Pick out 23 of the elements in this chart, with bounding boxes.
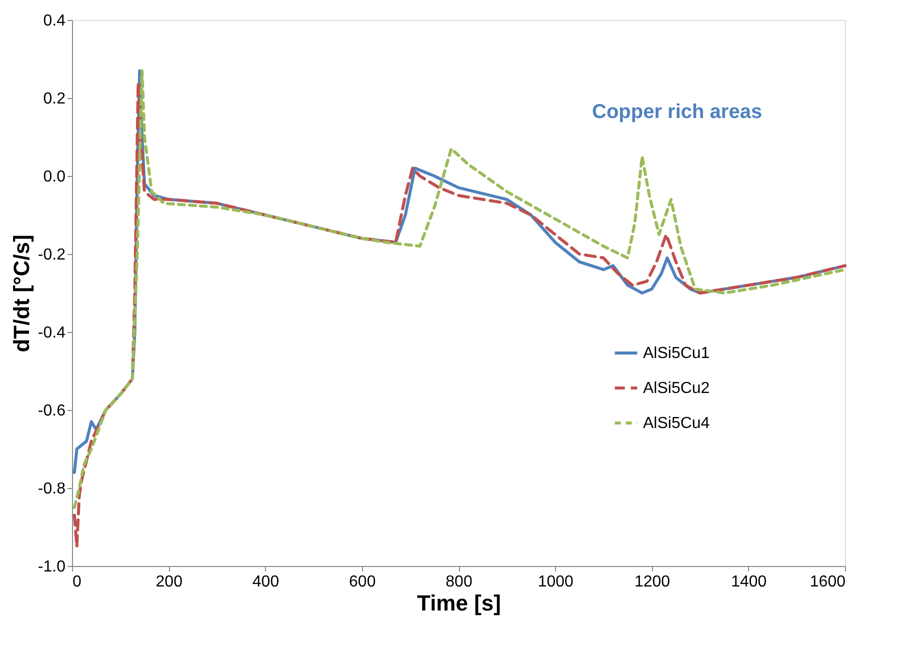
y-tick-label: -0.2 [38, 246, 66, 264]
legend-label: AlSi5Cu1 [643, 345, 710, 362]
x-tick-label: 1400 [731, 574, 767, 590]
x-tick-label: 800 [446, 574, 472, 590]
x-tick-label: 1200 [634, 574, 670, 590]
y-tick-label: 0.0 [43, 168, 66, 186]
x-tick-label: 200 [156, 574, 183, 590]
y-tick-label: -0.6 [38, 402, 66, 420]
legend-label: AlSi5Cu2 [643, 380, 710, 397]
y-tick-label: 0.2 [43, 90, 66, 108]
y-tick-label: -1.0 [38, 558, 66, 576]
x-tick-label: 400 [252, 574, 280, 590]
y-tick-label: 0.4 [43, 12, 66, 30]
annotation: Copper rich areas [592, 101, 762, 123]
x-tick-label: 0 [72, 574, 82, 590]
x-tick-label: 1600 [810, 574, 846, 590]
x-axis-title: Time [s] [417, 590, 501, 616]
legend-label: AlSi5Cu4 [643, 415, 710, 432]
x-tick-label: 600 [349, 574, 376, 590]
y-tick-label: -0.4 [38, 324, 66, 342]
y-tick-label: -0.8 [38, 480, 66, 498]
x-tick-label: 1000 [538, 574, 574, 590]
y-axis-title: dT/dt [°C/s] [8, 234, 34, 352]
